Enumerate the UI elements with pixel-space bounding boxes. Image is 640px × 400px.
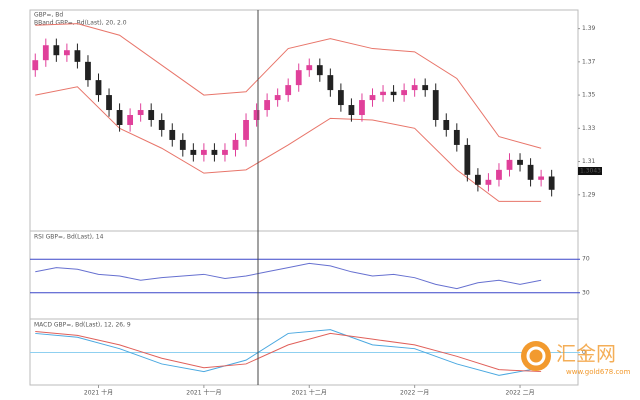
y-tick-label: 1.39 [582,25,596,32]
candle-body [274,95,281,101]
candle-body [432,90,439,120]
panel-title: MACD GBP=, Bd(Last), 12, 26, 9 [34,322,131,329]
candle-body [222,149,228,155]
candle-body [453,129,460,145]
candle-body [295,70,302,86]
series-line [35,329,542,376]
panel-subtitle: BBand GBP=, Bd(Last), 20, 2.0 [34,20,127,27]
candle-body [369,95,376,101]
series-line [35,23,542,149]
candle-body [538,176,545,180]
candle-body [401,90,408,96]
y-tick-label: 1.37 [582,58,596,65]
series-line [35,331,542,373]
candle-body [337,90,344,106]
logo [521,341,551,371]
y-tick-label: 1.29 [582,191,596,198]
candle-body [348,105,355,116]
candle-body [211,149,218,155]
y-tick-label: 1.33 [582,125,596,132]
candle-body [53,45,60,56]
y-tick-label: 0 [582,349,586,356]
watermark-text: 汇金网 [556,342,616,366]
y-tick-label: 30 [582,289,590,296]
last-price-label: 1.3043 [580,168,601,175]
candle-body [253,110,260,120]
candle-body [527,164,534,180]
candle-body [390,91,397,96]
x-tick-label: 2021 十一月 [186,389,221,397]
candle-body [137,110,144,116]
candle-body [443,120,450,130]
logo-ring [526,346,546,366]
candle-body [127,115,134,125]
candle-body [169,129,176,140]
series-line [35,262,542,290]
candle-body [506,159,513,170]
candle-body [63,50,70,56]
candle-body [517,159,523,165]
candle-body [474,174,481,185]
candle-body [464,144,471,175]
candle-body [190,149,197,155]
candle-body [179,139,186,150]
candle-body [243,120,249,140]
candle-body [158,120,165,130]
candle-body [327,75,334,91]
candle-body [485,179,492,185]
candle-body [116,110,123,125]
x-tick-label: 2022 二月 [505,390,534,397]
x-tick-label: 2022 一月 [400,390,429,397]
x-tick-label: 2021 十二月 [292,389,327,397]
y-tick-label: 1.35 [582,92,596,99]
candle-body [42,45,49,61]
candle-body [496,169,502,180]
candle-body [85,61,91,81]
candle-body [411,85,418,91]
panel-title: GBP=, Bd [34,12,63,19]
y-tick-label: 1.31 [582,158,596,165]
candle-body [106,95,112,111]
watermark-url: www.gold678.com [566,368,631,376]
candle-body [548,176,555,190]
candle-body [306,65,313,71]
watermark: 汇金网 www.gold678.com [521,341,631,376]
x-tick-label: 2021 十月 [84,389,113,397]
candle-body [32,60,39,71]
candle-body [359,100,365,116]
candle-body [95,80,102,96]
candle-body [264,100,271,111]
candle-body [74,50,81,62]
candle-body [380,91,386,96]
frame [29,9,579,386]
candle-body [232,139,239,150]
candle-body [316,65,323,76]
candle-body [285,85,292,96]
panel-title: RSI GBP=, Bd(Last), 14 [34,234,104,241]
candle-body [148,110,155,120]
candle-body [200,149,207,155]
candle-body [422,85,429,91]
last-price-box [578,167,602,176]
y-tick-label: 70 [582,256,590,263]
